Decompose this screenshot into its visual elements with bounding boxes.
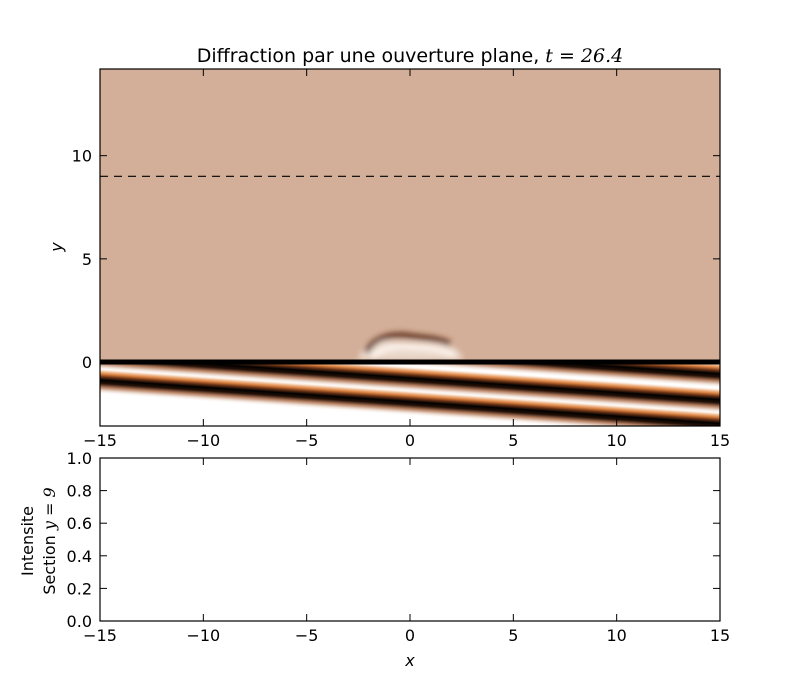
top-y-tick-label: 0 (82, 353, 92, 372)
bottom-x-tick-label: −10 (186, 626, 220, 645)
intensity-panel: −15 −10 −5 0 5 10 15 0.0 0.2 0.4 0.6 0.8 1.0 Intensi… (18, 449, 730, 670)
bottom-x-axis-label: x (404, 651, 415, 670)
bottom-y-tick-label: 0.0 (67, 612, 92, 631)
top-y-axis-label: y (47, 242, 66, 253)
bottom-x-tick-label: −15 (83, 626, 117, 645)
bottom-x-tick-label: 15 (710, 626, 730, 645)
diffracted-dark-crest (363, 332, 452, 354)
wave-stripe (100, 361, 720, 426)
top-x-tick-label: 10 (606, 431, 626, 450)
bottom-x-tick-label: −5 (295, 626, 319, 645)
wave-stripe (100, 361, 720, 422)
bottom-y-tick-label: 1.0 (67, 449, 92, 468)
top-x-tick-label: −10 (186, 431, 220, 450)
top-x-tick-label: 0 (405, 431, 415, 450)
top-x-tick-label: 5 (508, 431, 518, 450)
bottom-y-tick-label: 0.2 (67, 579, 92, 598)
incident-wave-region (100, 361, 720, 426)
bottom-x-tick-label: 5 (508, 626, 518, 645)
top-y-tick-label: 5 (82, 250, 92, 269)
top-x-tick-label: −5 (295, 431, 319, 450)
top-x-tick-label: 15 (710, 431, 730, 450)
bottom-y-axis-label-line2: Section y = 9 (40, 487, 59, 594)
top-y-tick-label: 10 (72, 147, 92, 166)
diffracted-light-band (358, 341, 463, 360)
bottom-axes-frame (99, 457, 721, 622)
top-x-tick-label: −15 (83, 431, 117, 450)
incident-wave-stripes (100, 361, 720, 426)
bottom-x-tick-label: 0 (405, 626, 415, 645)
top-axis-ticks: −15 −10 −5 0 5 10 15 0 5 10 (72, 69, 730, 450)
diffracted-bright-crest (370, 343, 456, 359)
bottom-axis-ticks: −15 −10 −5 0 5 10 15 0.0 0.2 0.4 0.6 0.8 1.0 (67, 449, 731, 645)
bottom-y-tick-label: 0.8 (67, 482, 92, 501)
bottom-y-axis-label-line1: Intensite (18, 506, 37, 576)
chart-title: Diffraction par une ouverture plane, t =… (197, 45, 623, 67)
wave-field-panel: −15 −10 −5 0 5 10 15 0 5 10 Diffraction par une o… (47, 45, 730, 450)
wave-stripe (100, 361, 720, 396)
bottom-y-tick-label: 0.6 (67, 514, 92, 533)
bottom-y-tick-label: 0.4 (67, 547, 92, 566)
bottom-x-tick-label: 10 (606, 626, 626, 645)
diffracted-wavefront (358, 332, 463, 360)
